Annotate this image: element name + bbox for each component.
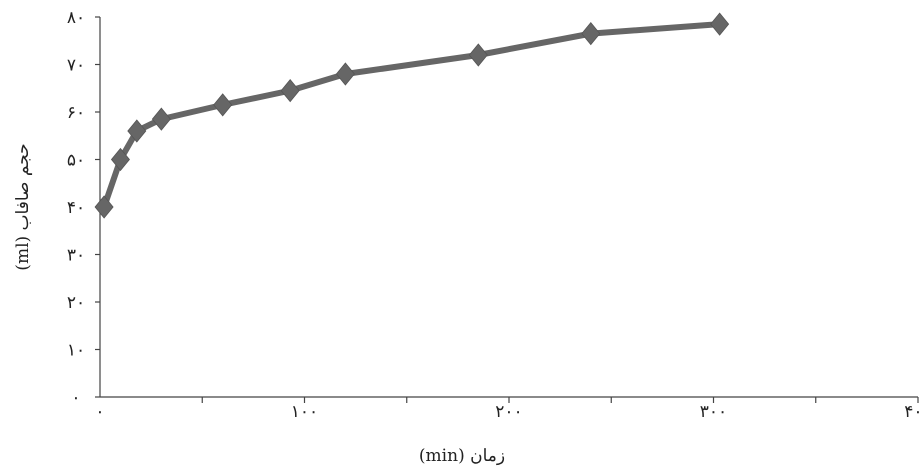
x-tick-label: ۲۰۰: [495, 402, 522, 422]
y-axis-title: حجم صافاب (ml): [13, 143, 33, 270]
data-point-marker: [710, 12, 730, 36]
y-ticks: ۰ ۱۰ ۲۰ ۳۰ ۴۰ ۵۰ ۶۰ ۷۰ ۸۰: [67, 8, 100, 408]
data-point-marker: [581, 21, 601, 46]
y-tick-label: ۷۰: [67, 56, 85, 76]
data-point-marker: [110, 147, 130, 172]
data-point-marker: [151, 107, 171, 131]
y-tick-label: ۸۰: [67, 8, 85, 28]
data-point-marker: [335, 62, 355, 86]
series-group: [94, 12, 730, 219]
x-tick-label: ۳۰۰: [700, 402, 727, 422]
y-tick-label: ۰: [71, 388, 80, 408]
x-tick-label: ۱۰۰: [291, 402, 318, 422]
data-point-marker: [468, 43, 488, 67]
data-point-marker: [280, 78, 300, 103]
data-point-marker: [127, 119, 147, 143]
axes: [99, 17, 918, 398]
data-point-marker: [213, 93, 233, 117]
x-axis-title: زمان (min): [419, 446, 505, 466]
y-tick-label: ۵۰: [67, 151, 85, 171]
x-ticks: ۰ ۱۰۰ ۲۰۰ ۳۰۰ ۴۰۰: [95, 397, 923, 422]
series-line: [101, 21, 723, 210]
y-tick-label: ۳۰: [67, 246, 85, 266]
y-tick-label: ۶۰: [67, 103, 85, 123]
data-point-marker: [94, 195, 114, 219]
y-tick-label: ۴۰: [67, 198, 85, 218]
x-tick-label: ۰: [95, 402, 104, 422]
x-tick-label: ۴۰۰: [904, 402, 923, 422]
y-tick-label: ۱۰: [67, 341, 85, 361]
y-tick-label: ۲۰: [67, 293, 85, 313]
